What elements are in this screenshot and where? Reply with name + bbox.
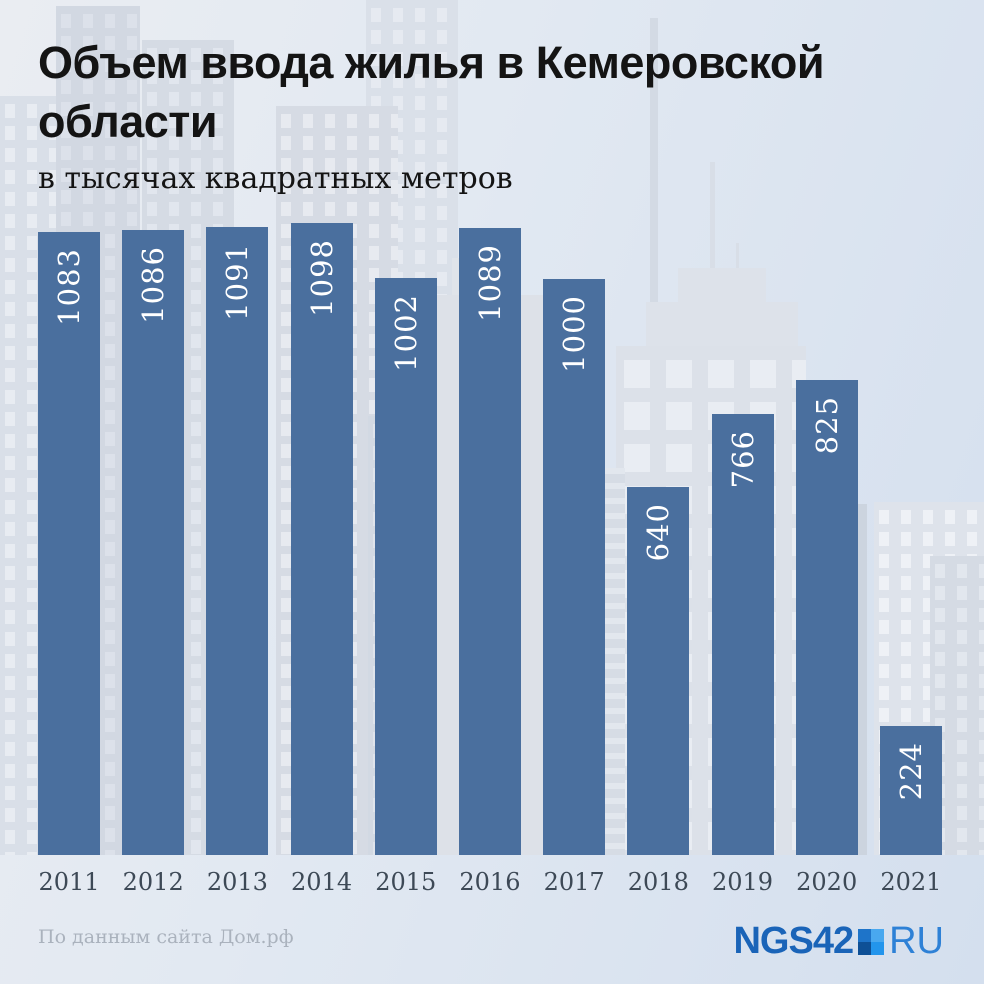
logo-square-icon [858,928,885,955]
data-source-note: По данным сайта Дом.рф [38,926,294,948]
x-axis-label-2016: 2016 [459,868,521,896]
x-axis-label-2011: 2011 [38,868,100,896]
chart-subtitle: в тысячах квадратных метров [38,161,513,196]
x-axis-label-2020: 2020 [796,868,858,896]
x-axis-labels: 2011 2012 2013 2014 2015 2016 2017 2018 2019 2020… [38,868,942,896]
bar-value-label: 224 [893,742,928,801]
building-silhouette [855,504,867,855]
bar-value-label: 1086 [136,245,171,324]
x-axis-label-2015: 2015 [375,868,437,896]
x-axis-label-2013: 2013 [206,868,268,896]
x-axis-label-2018: 2018 [627,868,689,896]
building-silhouette [605,468,625,855]
x-axis-label-2021: 2021 [880,868,942,896]
bar-value-label: 1002 [388,294,423,373]
bar-2011: 1083 [38,231,100,855]
header: Объем ввода жилья в Кемеровской области в… [38,34,825,196]
x-axis-label-2017: 2017 [543,868,605,896]
bar-value-label: 1089 [472,244,507,322]
bar-2021: 224 [879,726,942,855]
bar-value-label: 825 [809,396,844,455]
bar-value-label: 1098 [304,239,339,317]
bar-2019: 766 [711,414,774,855]
bar-value-label: 1091 [220,243,255,321]
bar-chart: 1083 1086 1091 1098 1002 1089 1000 640 766 825 224 [38,223,942,855]
title-line-1: Объем ввода жилья в Кемеровской [38,37,825,88]
title-line-2: области [38,95,218,147]
bar-2015: 1002 [374,278,437,855]
page-title: Объем ввода жилья в Кемеровской области [38,34,825,151]
bar-2016: 1089 [458,228,521,855]
bar-2014: 1098 [290,223,353,855]
ngs42-logo: NGS42 RU [733,920,944,963]
logo-text-ngs42: NGS42 [733,920,854,962]
x-axis-label-2014: 2014 [291,868,353,896]
bar-2013: 1091 [206,227,269,855]
logo-square-quadrant [858,941,872,955]
bar-value-label: 1083 [52,247,86,326]
logo-square-quadrant [858,928,872,942]
bar-2020: 825 [795,380,858,855]
logo-square-quadrant [871,928,885,942]
bar-2012: 1086 [122,229,185,855]
x-axis-label-2012: 2012 [122,868,184,896]
bar-2018: 640 [627,486,690,855]
x-axis-label-2019: 2019 [711,868,774,896]
bar-value-label: 766 [725,430,760,489]
bar-value-label: 1000 [557,295,592,374]
logo-text-ru: RU [889,920,944,962]
logo-square-quadrant [871,941,885,955]
bar-value-label: 640 [641,502,676,561]
bar-2017: 1000 [543,279,606,855]
